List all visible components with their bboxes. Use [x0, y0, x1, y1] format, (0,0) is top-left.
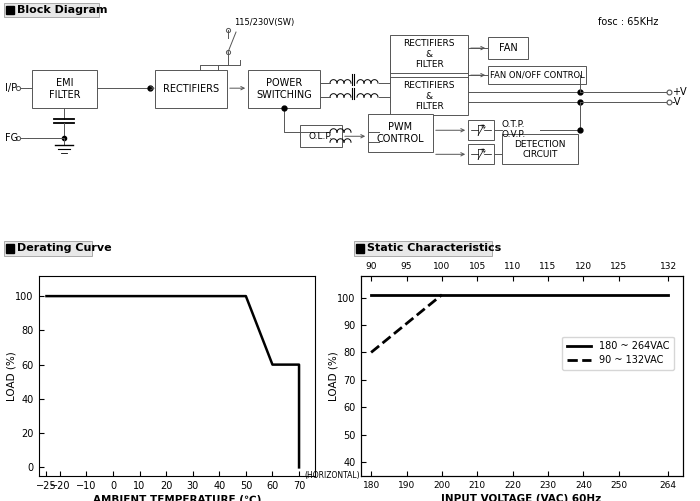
Text: Static Characteristics: Static Characteristics [367, 243, 501, 254]
FancyBboxPatch shape [248, 70, 320, 108]
FancyBboxPatch shape [354, 241, 492, 256]
FancyBboxPatch shape [32, 70, 97, 108]
Legend: 180 ~ 264VAC, 90 ~ 132VAC: 180 ~ 264VAC, 90 ~ 132VAC [562, 337, 674, 370]
Text: (HORIZONTAL): (HORIZONTAL) [304, 471, 360, 480]
X-axis label: AMBIENT TEMPERATURE (℃): AMBIENT TEMPERATURE (℃) [92, 495, 261, 501]
Text: RECTIFIERS
&
FILTER: RECTIFIERS & FILTER [403, 81, 455, 111]
Bar [356, 244, 364, 253]
FancyBboxPatch shape [502, 134, 578, 164]
Text: I/P: I/P [5, 83, 17, 93]
Text: DETECTION
CIRCUIT: DETECTION CIRCUIT [514, 140, 566, 159]
Bar [6, 6, 14, 14]
Text: FAN: FAN [498, 43, 517, 53]
X-axis label: INPUT VOLTAGE (VAC) 60Hz: INPUT VOLTAGE (VAC) 60Hz [442, 494, 601, 501]
FancyBboxPatch shape [155, 70, 227, 108]
Bar [356, 244, 364, 253]
Bar [6, 244, 14, 253]
Line: 90 ~ 132VAC: 90 ~ 132VAC [371, 295, 442, 352]
Text: PWM
CONTROL: PWM CONTROL [377, 122, 424, 144]
Text: Block Diagram: Block Diagram [17, 5, 108, 15]
FancyBboxPatch shape [300, 125, 342, 147]
Text: FAN ON/OFF CONTROL: FAN ON/OFF CONTROL [489, 71, 584, 80]
FancyBboxPatch shape [368, 114, 433, 152]
Text: Derating Curve: Derating Curve [17, 243, 111, 254]
FancyBboxPatch shape [468, 120, 494, 140]
Text: RECTIFIERS
&
FILTER: RECTIFIERS & FILTER [403, 39, 455, 69]
Text: EMI
FILTER: EMI FILTER [49, 78, 80, 100]
90 ~ 132VAC [367, 349, 375, 355]
Text: O.V.P.: O.V.P. [502, 130, 526, 139]
FancyBboxPatch shape [4, 3, 99, 17]
FancyBboxPatch shape [390, 35, 468, 73]
Text: POWER
SWITCHING: POWER SWITCHING [256, 78, 312, 100]
Text: +V: +V [672, 87, 687, 97]
Text: O.T.P.: O.T.P. [502, 120, 526, 129]
FancyBboxPatch shape [4, 241, 92, 256]
Text: fosc : 65KHz: fosc : 65KHz [598, 17, 659, 27]
Y-axis label: LOAD (%): LOAD (%) [6, 351, 16, 401]
Text: O.L.P.: O.L.P. [309, 132, 333, 141]
Text: 115/230V(SW): 115/230V(SW) [234, 18, 294, 27]
Text: FG: FG [5, 133, 18, 143]
Bar [6, 244, 14, 253]
90 ~ 132VAC [438, 292, 446, 298]
Bar [6, 6, 14, 14]
Y-axis label: LOAD (%): LOAD (%) [328, 351, 338, 401]
FancyBboxPatch shape [488, 66, 586, 84]
FancyBboxPatch shape [468, 144, 494, 164]
Text: RECTIFIERS: RECTIFIERS [163, 84, 219, 94]
FancyBboxPatch shape [488, 37, 528, 59]
FancyBboxPatch shape [390, 77, 468, 115]
Text: -V: -V [672, 97, 682, 107]
